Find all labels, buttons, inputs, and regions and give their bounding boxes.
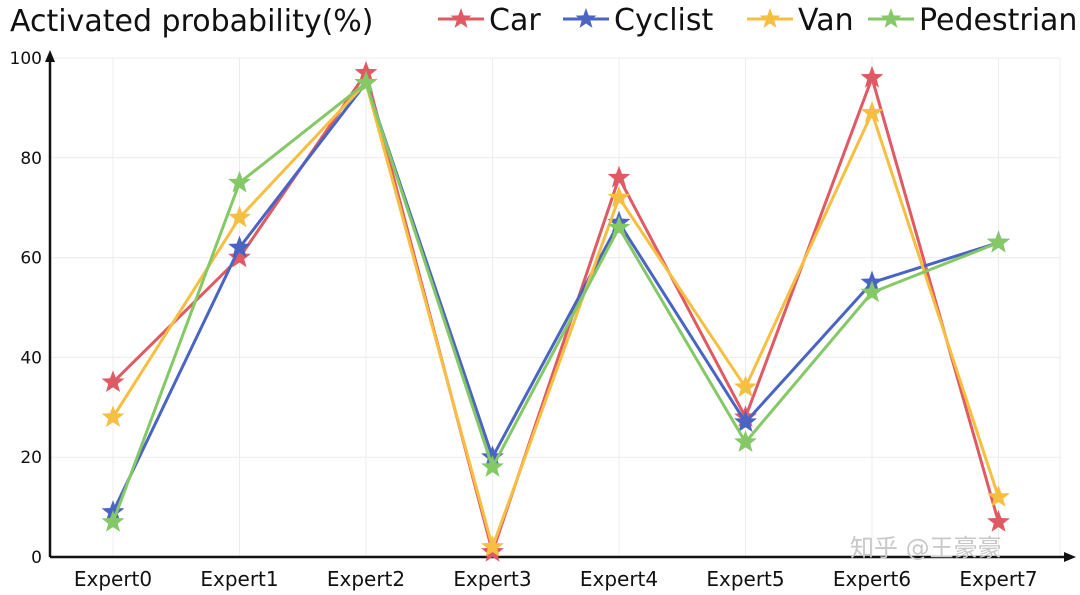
x-tick-label: Expert4 <box>580 567 658 591</box>
data-point-star <box>860 65 884 88</box>
series-line <box>111 81 1000 523</box>
series <box>101 60 1010 562</box>
legend-item-van: Van <box>747 3 854 38</box>
legend-star-icon <box>450 8 472 28</box>
series-car <box>101 60 1010 562</box>
y-tick-label: 80 <box>20 149 42 169</box>
y-tick-label: 100 <box>10 49 42 69</box>
data-point-star <box>101 370 125 393</box>
legend-item-car: Car <box>438 3 541 38</box>
data-point-star <box>607 185 631 208</box>
legend-label: Pedestrian <box>919 3 1077 38</box>
series-van <box>101 70 1010 557</box>
x-tick-label: Expert5 <box>706 567 784 591</box>
series-line <box>111 81 1000 549</box>
data-point-star <box>987 510 1010 532</box>
data-point-star <box>228 245 251 268</box>
legend-label: Cyclist <box>614 3 713 38</box>
legend-label: Car <box>489 3 541 38</box>
series-pedestrian <box>101 70 1010 532</box>
data-point-star <box>860 100 884 123</box>
data-point-star <box>481 455 504 477</box>
x-tick-label: Expert1 <box>200 567 278 591</box>
legend-item-pedestrian: Pedestrian <box>868 3 1077 38</box>
y-tick-label: 0 <box>31 548 42 568</box>
y-tick-label: 20 <box>20 448 42 468</box>
data-point-star <box>860 280 884 303</box>
data-point-star <box>101 405 125 427</box>
x-tick-labels: Expert0 Expert1 Expert2 Expert3 Expert4 Exper… <box>74 567 1038 591</box>
data-point-star <box>607 165 631 188</box>
x-tick-label: Expert0 <box>74 567 152 591</box>
data-point-star <box>987 485 1010 507</box>
y-axis-arrow <box>45 50 55 62</box>
data-point-star <box>481 535 504 557</box>
legend-star-icon <box>880 8 902 28</box>
x-tick-label: Expert2 <box>327 567 405 591</box>
data-point-star <box>734 410 757 432</box>
x-tick-label: Expert6 <box>833 567 911 591</box>
data-point-star <box>228 170 251 193</box>
watermark-text: 知乎 @王豪豪 <box>850 534 1002 562</box>
series-line <box>111 81 999 513</box>
data-point-star <box>734 375 757 398</box>
legend-label: Van <box>798 3 854 38</box>
legend-item-cyclist: Cyclist <box>563 3 713 38</box>
grid <box>50 57 1061 557</box>
x-tick-label: Expert3 <box>453 567 531 591</box>
data-point-star <box>987 230 1010 253</box>
y-tick-label: 40 <box>20 348 42 368</box>
legend-star-icon <box>759 8 781 28</box>
chart-title: Activated probability(%) <box>10 4 374 39</box>
x-tick-label: Expert7 <box>959 567 1037 591</box>
y-tick-labels: 0 20 40 60 80 100 <box>10 49 42 568</box>
legend-star-icon <box>575 8 597 28</box>
series-line <box>111 71 1000 554</box>
y-tick-label: 60 <box>20 249 42 269</box>
axes <box>45 50 1076 562</box>
x-axis-arrow <box>1064 552 1076 562</box>
data-point-star <box>228 235 251 258</box>
legend: Car Cyclist Van Pedestrian <box>438 3 1077 38</box>
data-point-star <box>734 430 757 452</box>
data-point-star <box>354 70 378 93</box>
data-point-star <box>607 215 631 238</box>
data-point-star <box>228 205 251 228</box>
data-point-star <box>101 510 125 532</box>
